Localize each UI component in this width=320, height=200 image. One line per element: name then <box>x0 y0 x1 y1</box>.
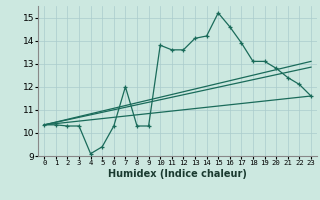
X-axis label: Humidex (Indice chaleur): Humidex (Indice chaleur) <box>108 169 247 179</box>
